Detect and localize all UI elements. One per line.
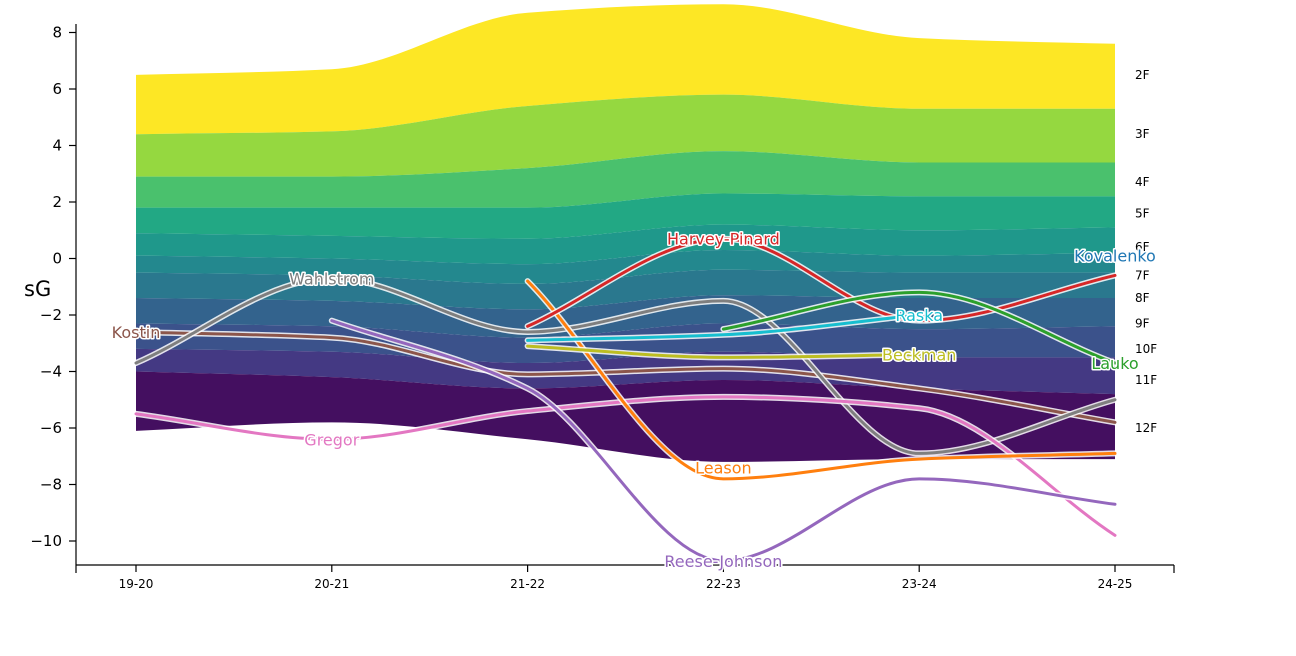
band-8f xyxy=(136,269,1115,310)
band-label-10f: 10F xyxy=(1135,342,1157,356)
label-layer: 12F 11F 10F 9F 8F 7F 6F 5F 4F 3F 2F Kostin Wahlstrom… xyxy=(110,68,1157,572)
x-tick-label: 19-20 xyxy=(119,577,154,591)
series-line-raska xyxy=(526,313,921,342)
y-tick-label: −10 xyxy=(30,532,62,550)
series-label-harvey-pinard: Harvey-Pinard xyxy=(667,230,780,249)
band-label-5f: 5F xyxy=(1135,206,1150,220)
player-series xyxy=(133,235,1118,564)
series-label-raska: Raska xyxy=(895,306,943,325)
band-3f xyxy=(136,94,1115,177)
band-6f xyxy=(136,224,1115,265)
series-label-beckman: Beckman xyxy=(882,346,956,365)
band-label-4f: 4F xyxy=(1135,175,1150,189)
y-tick-label: 0 xyxy=(52,250,62,268)
series-line-harvey-pinard xyxy=(526,237,1117,328)
series-label-kostin: Kostin xyxy=(112,323,161,342)
band-label-6f: 6F xyxy=(1135,240,1150,254)
y-tick-label: −4 xyxy=(40,363,62,381)
band-2f xyxy=(136,4,1115,135)
series-label-leason: Leason xyxy=(695,459,752,478)
band-label-2f: 2F xyxy=(1135,68,1150,82)
x-tick-label: 22-23 xyxy=(706,577,741,591)
y-tick-label: 4 xyxy=(52,137,62,155)
axes: 8 6 4 2 0 −2 −4 −6 −8 −10 19-20 20-21 21-22 22-23 23-2… xyxy=(30,24,1175,591)
x-tick-label: 20-21 xyxy=(314,577,349,591)
y-tick-label: −8 xyxy=(40,476,62,494)
series-label-reese-johnson: Reese-Johnson xyxy=(664,552,782,571)
series-line-kostin xyxy=(134,330,1117,424)
y-tick-label: 2 xyxy=(52,193,62,211)
series-line-wahlstrom xyxy=(134,276,1117,455)
series-label-kovalenko: Kovalenko xyxy=(1074,247,1156,266)
series-line-lauko xyxy=(721,290,1117,365)
band-5f xyxy=(136,193,1115,239)
y-tick-label: −2 xyxy=(40,306,62,324)
y-tick-label: 6 xyxy=(52,80,62,98)
band-12f xyxy=(136,371,1115,462)
band-4f xyxy=(136,151,1115,208)
y-tick-label: 8 xyxy=(52,24,62,42)
series-line-leason xyxy=(526,279,1117,481)
series-label-gregor: Gregor xyxy=(304,430,359,449)
y-tick-label: −6 xyxy=(40,419,62,437)
band-label-3f: 3F xyxy=(1135,127,1150,141)
x-tick-label: 24-25 xyxy=(1098,577,1133,591)
band-7f xyxy=(136,250,1115,284)
series-label-lauko: Lauko xyxy=(1091,354,1138,373)
series-label-wahlstrom: Wahlstrom xyxy=(289,269,374,288)
y-axis-title-group: sG xyxy=(24,277,51,301)
band-label-11f: 11F xyxy=(1135,373,1157,387)
y-axis-title: sG xyxy=(24,277,51,301)
x-tick-label: 21-22 xyxy=(510,577,545,591)
band-label-12f: 12F xyxy=(1135,421,1157,435)
series-line-gregor xyxy=(134,395,1117,537)
x-tick-label: 23-24 xyxy=(902,577,937,591)
band-label-7f: 7F xyxy=(1135,268,1150,282)
series-line-reese-johnson xyxy=(330,319,1117,563)
band-label-9f: 9F xyxy=(1135,316,1150,330)
band-label-8f: 8F xyxy=(1135,291,1150,305)
series-line-beckman xyxy=(526,344,921,359)
